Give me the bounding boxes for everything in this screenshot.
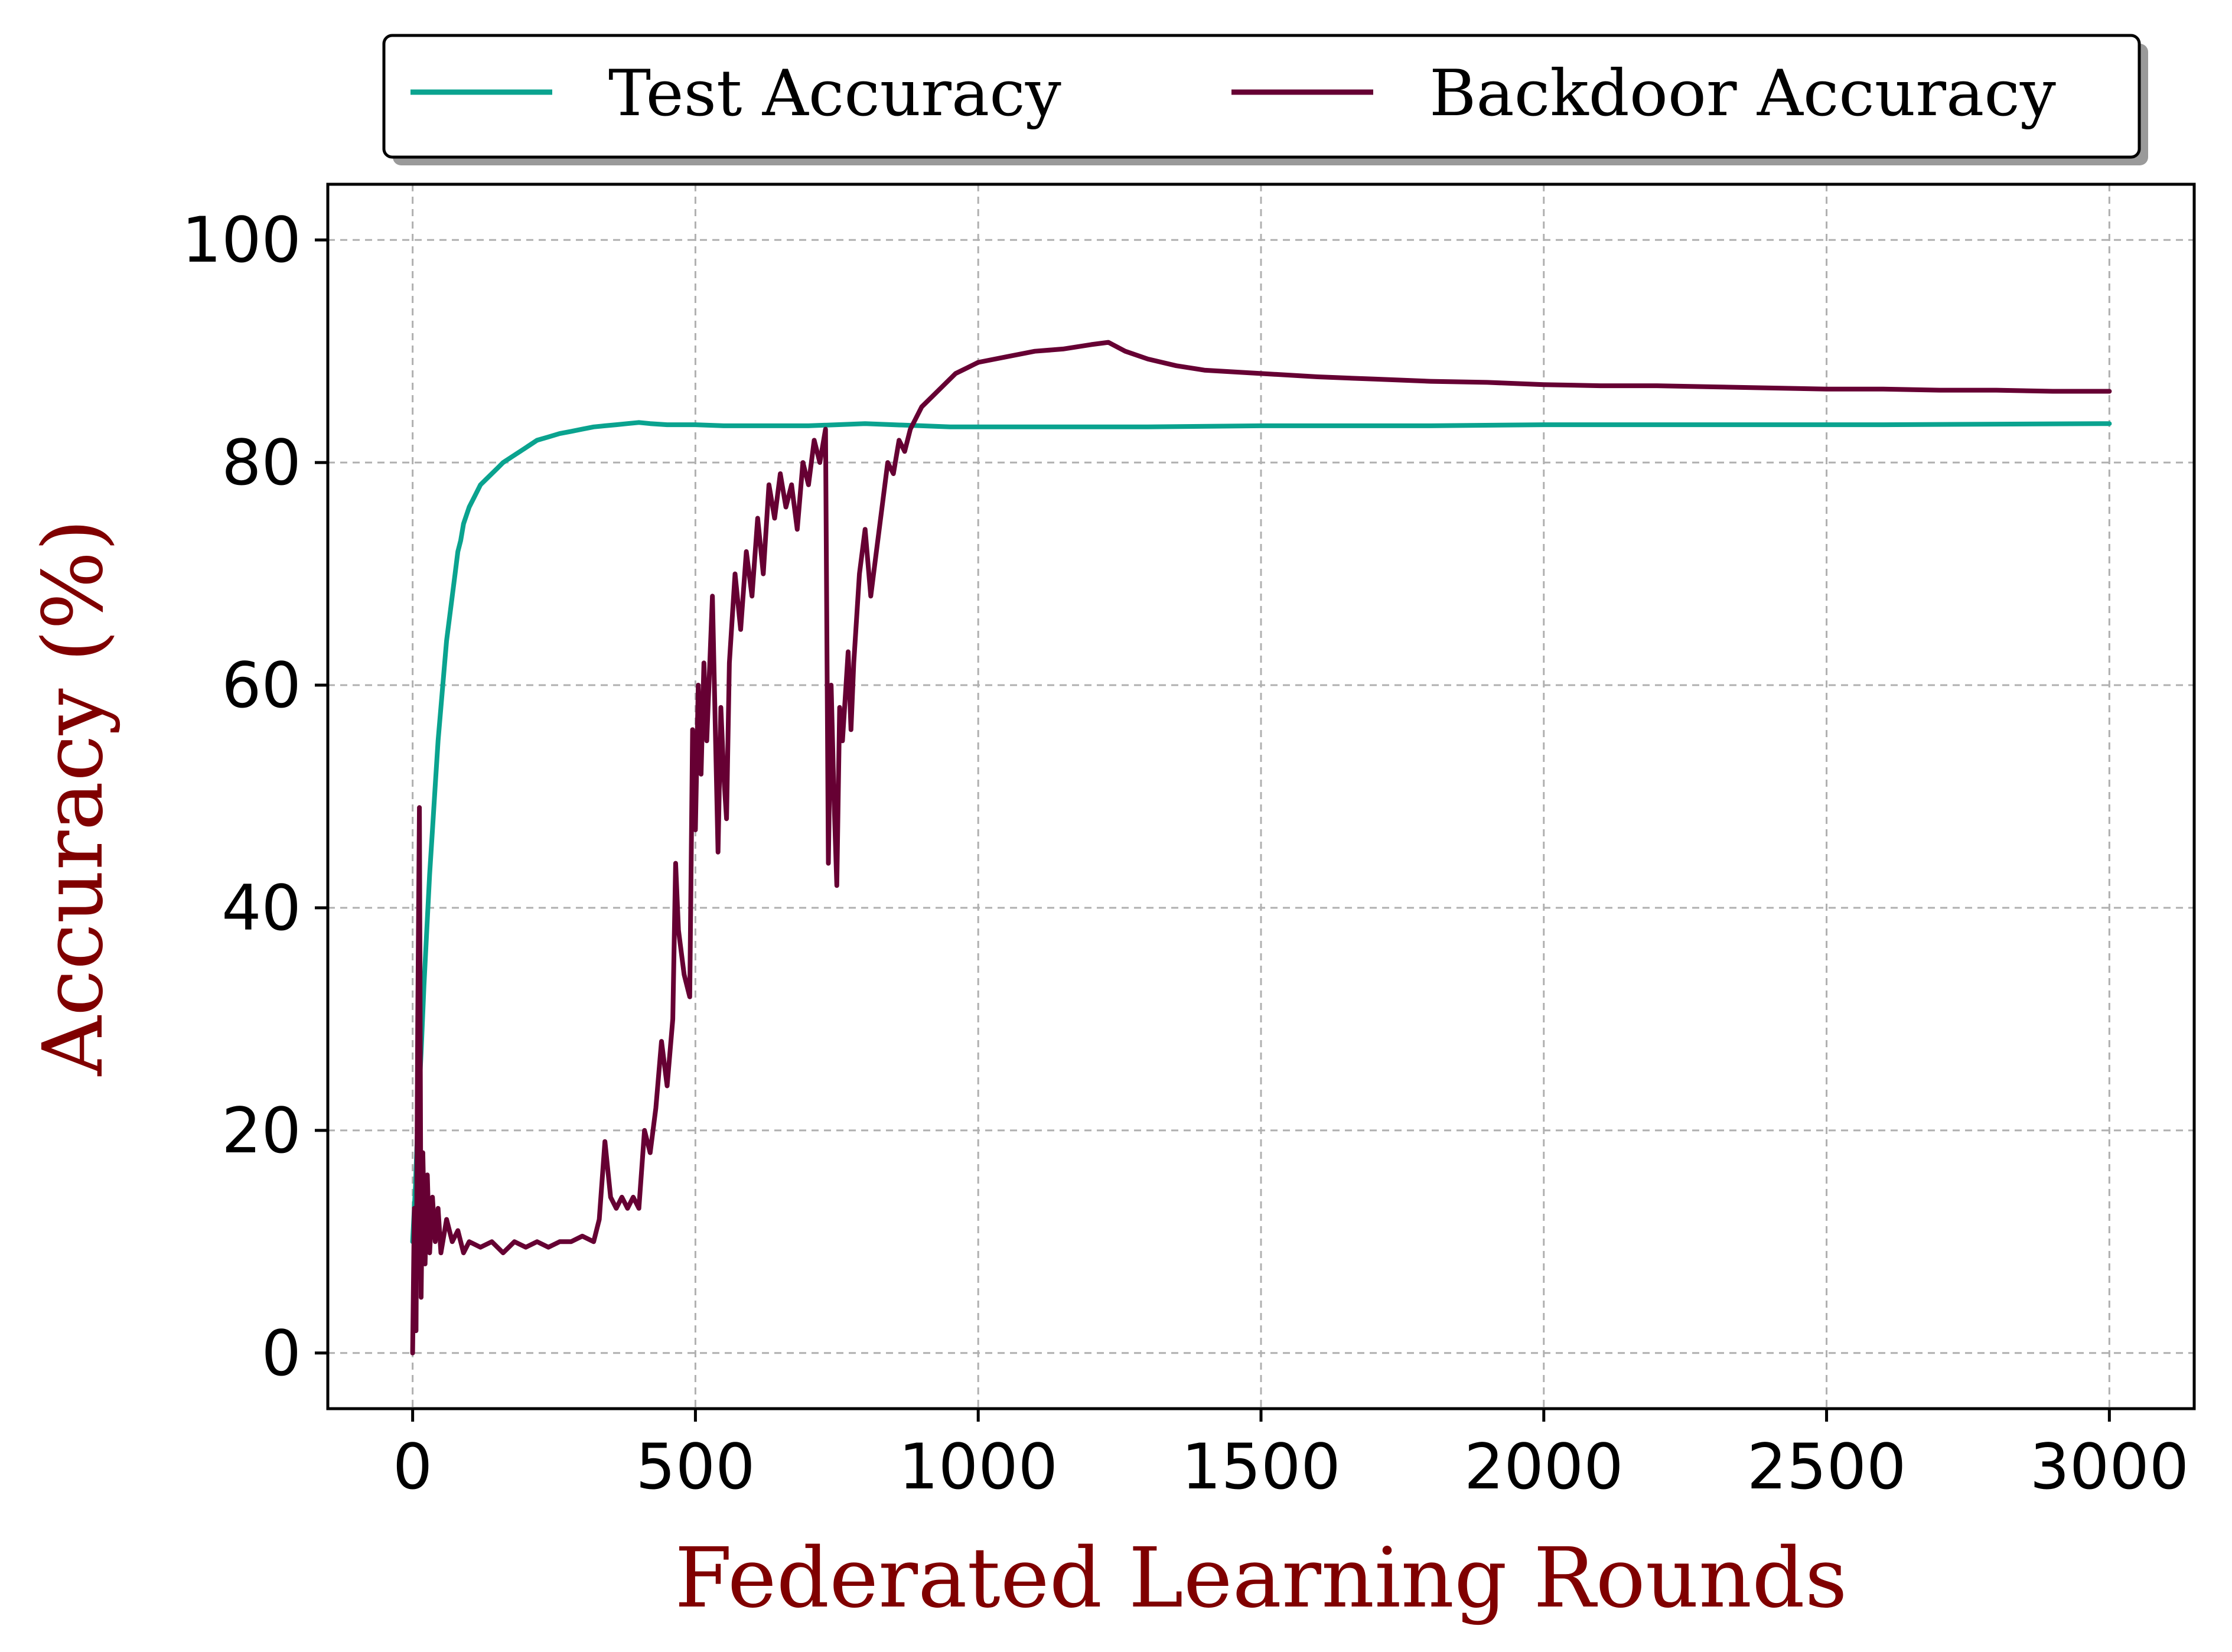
x-tick-label: 1500 [1181,1431,1341,1503]
y-tick-label: 0 [262,1317,301,1390]
x-tick-label: 0 [393,1431,432,1503]
series-line-backdoor-accuracy [410,340,2112,1356]
y-tick-label: 60 [221,649,301,722]
y-tick-label: 20 [221,1094,301,1167]
x-axis-title: Federated Learning Rounds [675,1530,1847,1627]
legend-label-test-accuracy: Test Accuracy [608,57,1061,131]
x-tick-label: 2500 [1747,1431,1907,1503]
y-axis-title: Accuracy (%) [25,519,122,1077]
y-tick-label: 40 [221,872,301,944]
grid [328,184,2194,1409]
y-tick-label: 80 [221,426,301,499]
axis-ticks: 0 500 1000 1500 2000 2500 3000 0 20 40 60 80 100 [182,204,2189,1503]
y-tick-label: 100 [182,204,301,276]
series-lines [410,340,2112,1356]
legend-box [382,34,2141,159]
x-tick-label: 500 [636,1431,755,1503]
x-tick-label: 3000 [2029,1431,2189,1503]
legend: Test Accuracy Backdoor Accuracy [382,34,2148,165]
legend-label-backdoor-accuracy: Backdoor Accuracy [1429,57,2056,131]
series-line-test-accuracy [410,420,2112,1244]
x-tick-label: 1000 [898,1431,1058,1503]
x-tick-label: 2000 [1464,1431,1624,1503]
